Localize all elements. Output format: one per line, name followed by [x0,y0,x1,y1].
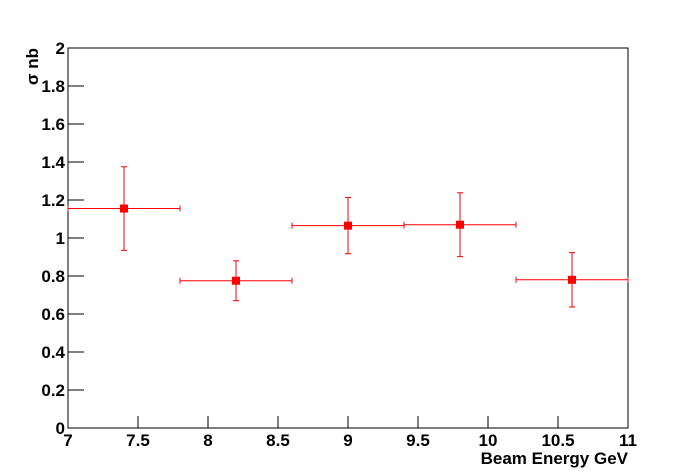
y-tick-label: 0.4 [41,343,65,362]
y-tick-label: 0 [56,419,65,438]
x-tick-label: 11 [619,431,637,450]
x-tick-label: 9.5 [406,431,430,450]
marker [232,276,240,285]
marker [120,204,128,213]
x-tick-label: 10 [479,431,498,450]
x-tick-label: 8 [203,431,212,450]
marker [344,221,352,230]
marker [568,275,576,284]
y-tick-label: 2 [56,39,65,58]
y-tick-label: 1.8 [41,77,65,96]
x-tick-label: 9 [343,431,352,450]
y-axis-label: σ nb [23,48,42,85]
y-tick-label: 1 [56,229,65,248]
x-tick-label: 10.5 [541,431,574,450]
x-axis-label: Beam Energy GeV [481,449,629,468]
marker [456,220,464,229]
y-tick-label: 0.6 [41,305,65,324]
y-tick-label: 1.2 [41,191,65,210]
y-tick-label: 0.2 [41,381,65,400]
x-tick-label: 7 [63,431,72,450]
x-tick-label: 8.5 [266,431,290,450]
y-tick-label: 1.4 [41,153,65,172]
x-tick-label: 7.5 [126,431,150,450]
y-tick-label: 1.6 [41,115,65,134]
y-tick-label: 0.8 [41,267,65,286]
